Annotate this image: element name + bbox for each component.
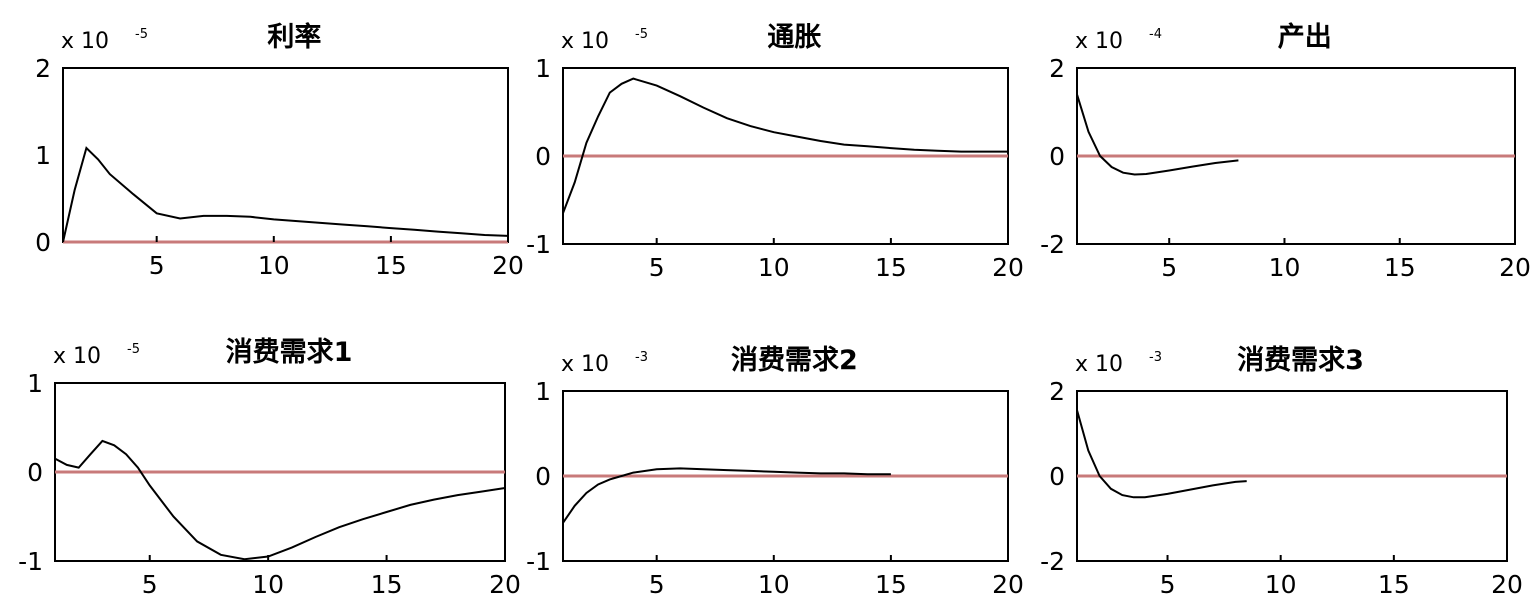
y-tick-label: -1 <box>526 230 551 259</box>
x-tick-label: 15 <box>875 253 907 282</box>
x-tick-label: 20 <box>489 570 521 599</box>
x-tick-label: 5 <box>1160 570 1176 599</box>
x-tick-label: 15 <box>1384 253 1416 282</box>
x-tick-label: 15 <box>1378 570 1410 599</box>
y-tick-label: -1 <box>18 547 43 576</box>
panel-title: 消费需求2 <box>731 345 858 376</box>
panel-3: 5 10 15 20 -2 0 2 x 10 -4 产出 <box>1040 22 1531 282</box>
x-tick-label: 20 <box>1491 570 1523 599</box>
exponent-power: -5 <box>135 27 148 42</box>
response-curve <box>62 146 509 243</box>
x-tick-label: 5 <box>142 570 158 599</box>
y-tick-label: 0 <box>1049 142 1065 171</box>
panel-5: 5 10 15 20 -1 0 1 x 10 -3 消费需求2 <box>526 345 1024 599</box>
panel-6: 5 10 15 20 -2 0 2 x 10 -3 消费需求3 <box>1040 345 1523 599</box>
panel-title: 产出 <box>1278 22 1332 53</box>
y-tick-label: -2 <box>1040 230 1065 259</box>
exponent-power: -3 <box>1149 350 1162 365</box>
response-curve <box>54 439 506 561</box>
x-tick-label: 10 <box>758 570 790 599</box>
panel-title: 通胀 <box>767 22 821 53</box>
x-tick-label: 5 <box>149 251 165 280</box>
x-tick-label: 10 <box>1265 570 1297 599</box>
y-tick-label: -2 <box>1040 547 1065 576</box>
x-tick-label: 5 <box>649 253 665 282</box>
panel-title: 消费需求1 <box>226 337 353 368</box>
x-tick-label: 5 <box>649 570 665 599</box>
x-tick-label: 10 <box>1269 253 1301 282</box>
response-curve <box>1076 409 1247 499</box>
panel-title: 消费需求3 <box>1237 345 1364 376</box>
x-tick-label: 15 <box>371 570 403 599</box>
y-tick-label: 2 <box>1049 377 1065 406</box>
x-tick-label: 15 <box>375 251 407 280</box>
x-tick-label: 20 <box>992 570 1024 599</box>
exponent-label: x 10 <box>1075 352 1123 377</box>
panel-1: 5 10 15 20 0 1 2 x 10 -5 利率 <box>35 21 524 280</box>
response-curve <box>1076 94 1239 176</box>
exponent-power: -3 <box>635 350 648 365</box>
panel-2: 5 10 15 20 -1 0 1 x 10 -5 通胀 <box>526 22 1024 282</box>
y-tick-label: 0 <box>535 462 551 491</box>
y-tick-label: 2 <box>35 54 51 83</box>
exponent-power: -5 <box>127 342 140 357</box>
x-tick-label: 10 <box>258 251 290 280</box>
exponent-label: x 10 <box>53 344 101 369</box>
x-tick-label: 5 <box>1161 253 1177 282</box>
exponent-label: x 10 <box>1075 29 1123 54</box>
y-tick-label: 0 <box>1049 462 1065 491</box>
y-tick-label: 0 <box>35 228 51 257</box>
y-tick-label: 2 <box>1049 54 1065 83</box>
y-tick-label: 1 <box>27 369 43 398</box>
exponent-label: x 10 <box>561 352 609 377</box>
y-tick-label: 1 <box>35 141 51 170</box>
x-tick-label: 20 <box>492 251 524 280</box>
plot-frame <box>62 67 509 243</box>
exponent-label: x 10 <box>61 29 109 54</box>
exponent-power: -4 <box>1149 27 1162 42</box>
y-tick-label: 0 <box>27 458 43 487</box>
response-curve <box>562 467 891 524</box>
x-tick-label: 20 <box>1499 253 1531 282</box>
exponent-label: x 10 <box>561 29 609 54</box>
y-tick-label: 0 <box>535 142 551 171</box>
panel-4: 5 10 15 20 -1 0 1 x 10 -5 消费需求1 <box>18 337 521 599</box>
y-tick-label: -1 <box>526 547 551 576</box>
x-tick-label: 15 <box>875 570 907 599</box>
x-tick-label: 10 <box>758 253 790 282</box>
response-curve <box>562 77 1008 214</box>
x-tick-label: 10 <box>252 570 284 599</box>
y-tick-label: 1 <box>535 377 551 406</box>
panel-title: 利率 <box>267 21 321 53</box>
y-tick-label: 1 <box>535 54 551 83</box>
exponent-power: -5 <box>635 27 648 42</box>
x-tick-label: 20 <box>992 253 1024 282</box>
